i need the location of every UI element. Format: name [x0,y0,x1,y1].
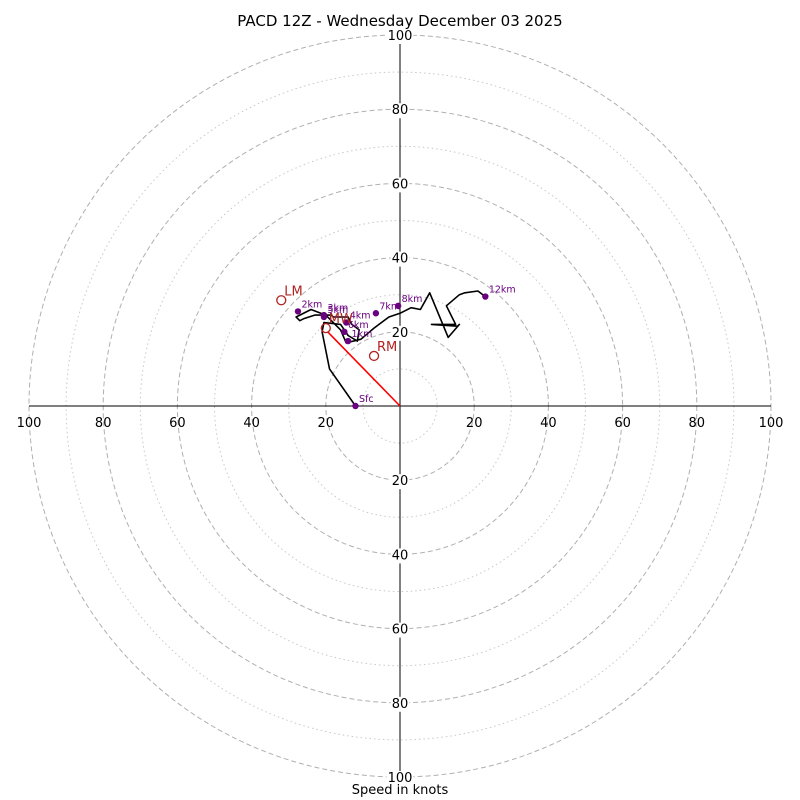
height-label-Sfc: Sfc [359,394,374,405]
height-marker-12km [482,293,489,300]
x-tick-label-neg-100: 100 [17,416,42,431]
hodograph-trace-group [295,290,486,407]
height-marker-1km [344,337,352,345]
y-tick-label-neg-40: 40 [392,548,409,563]
tick-label-background [390,474,410,490]
x-tick-label-neg-40: 40 [243,416,260,431]
height-marker-6km [341,328,348,335]
height-marker-8km [394,302,402,310]
height-label-12km: 12km [489,285,516,296]
storm-motion-group: RM LM MW [276,284,401,407]
storm-motion-mw-marker [320,322,331,334]
x-tick-label-pos-60: 60 [614,416,631,431]
y-tick-label-neg-60: 60 [392,623,409,638]
storm-motion-mw-label: MW [329,312,353,327]
hodograph-trace [295,290,486,407]
x-tick-label-neg-20: 20 [318,416,335,431]
tick-label-background [390,548,410,564]
x-tick-label-pos-100: 100 [759,416,784,431]
x-tick-label-pos-80: 80 [689,416,706,431]
height-marker-7km [372,310,380,317]
storm-motion-rm-label: RM [377,340,397,355]
x-tick-label-pos-20: 20 [466,416,483,431]
y-tick-label-neg-100: 100 [388,771,413,786]
tick-label-background [390,177,410,193]
y-tick-label-pos-100: 100 [388,29,413,44]
y-tick-label-pos-20: 20 [392,326,409,341]
x-tick-label-pos-40: 40 [540,416,557,431]
height-label-5km: 5km [327,305,348,316]
shear-vector [327,331,401,407]
storm-motion-lm-label: LM [284,284,302,299]
height-marker-2km [294,308,302,315]
chart-title: PACD 12Z - Wednesday December 03 2025 [237,12,563,30]
tick-label-background [390,696,410,712]
height-label-8km: 8km [402,294,423,305]
height-label-4km: 4km [350,311,371,322]
tick-label-background [386,29,414,44]
height-marker-4km [343,319,350,326]
storm-motion-lm-marker [276,295,287,306]
storm-motion-rm-marker [368,350,380,362]
tick-label-background [390,251,410,267]
y-tick-label-pos-60: 60 [392,177,409,192]
height-marker-Sfc [352,402,359,410]
height-label-7km: 7km [379,301,400,312]
height-label-3km: 3km [327,303,348,314]
height-label-2km: 2km [301,299,322,310]
y-tick-label-neg-20: 20 [392,474,409,489]
tick-label-background [390,325,410,341]
tick-label-background [390,622,410,638]
y-tick-label-pos-80: 80 [392,103,409,118]
tick-label-background [386,771,414,786]
x-tick-label-neg-60: 60 [169,416,186,431]
height-label-1km: 1km [352,329,373,340]
x-tick-label-neg-80: 80 [95,416,112,431]
tick-labels: 20 20 20 20 40 40 40 40 60 60 60 60 80 80 80 80 100 100 10… [17,29,784,786]
tick-label-background [390,103,410,119]
y-tick-label-neg-80: 80 [392,697,409,712]
height-marker-5km [320,313,328,321]
x-axis-label: Speed in knots [351,783,449,798]
y-tick-label-pos-40: 40 [392,252,409,267]
height-label-6km: 6km [348,320,369,331]
